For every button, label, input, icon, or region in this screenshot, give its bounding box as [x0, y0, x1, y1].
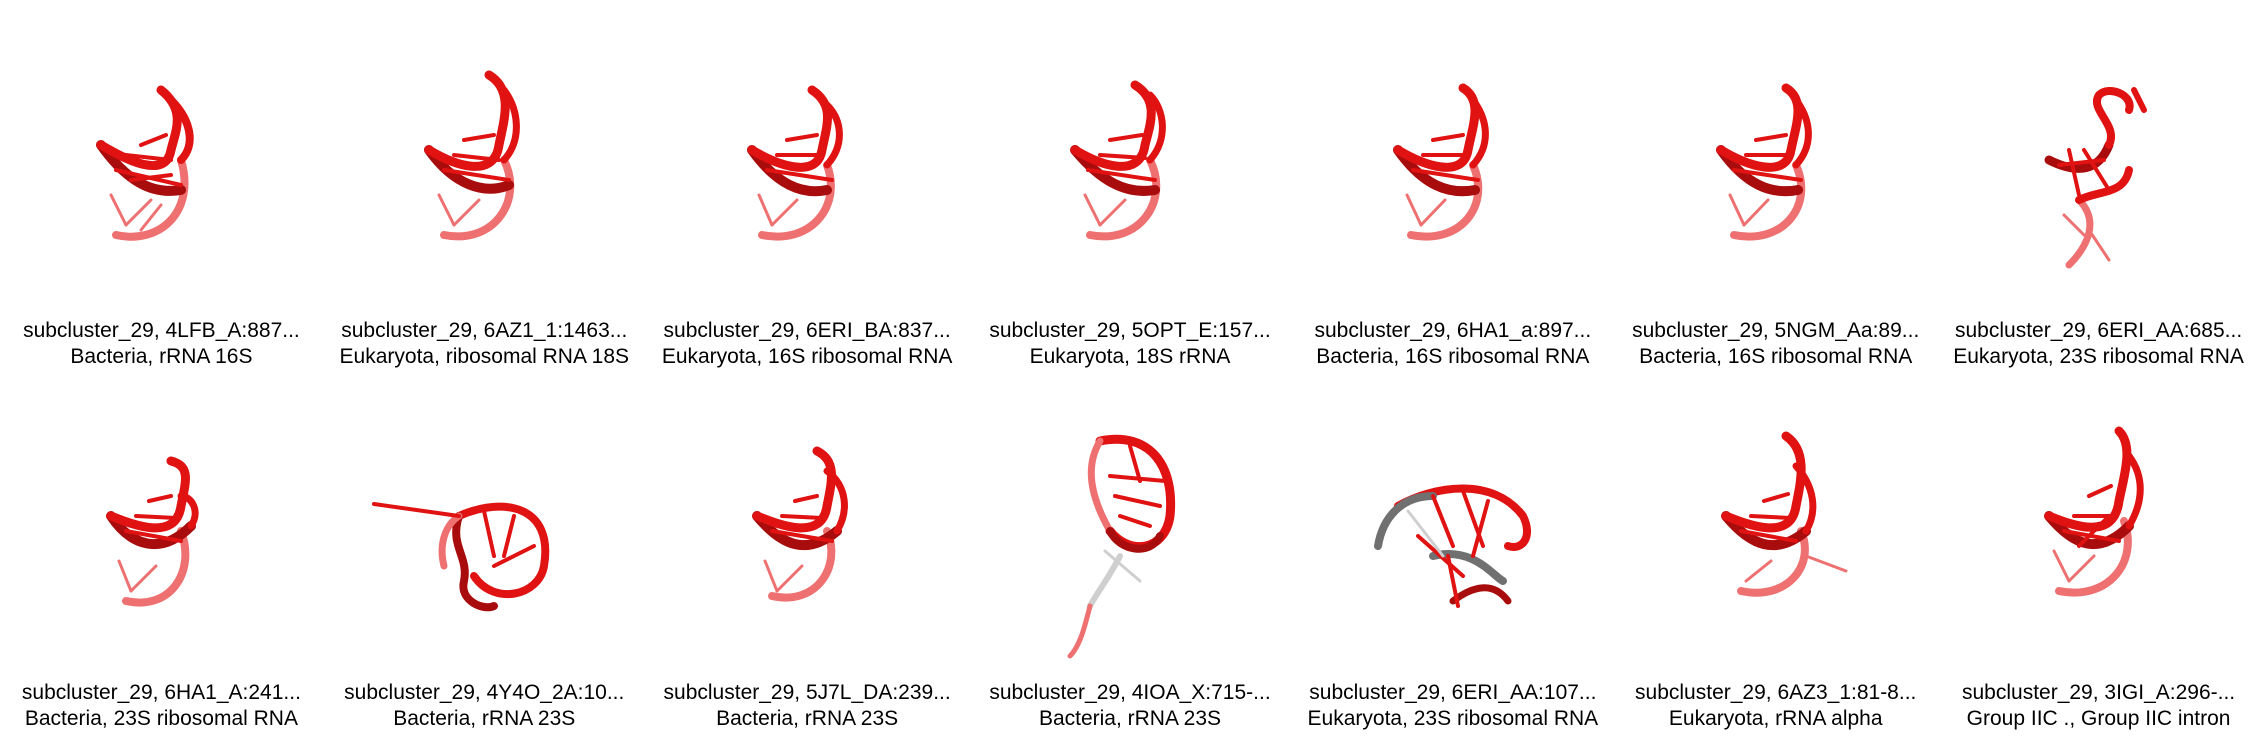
tile-id: subcluster_29, 6HA1_a:897...: [1314, 319, 1592, 342]
tile-id: subcluster_29, 6HA1_A:241...: [21, 681, 301, 704]
rna-structure-icon: [1392, 83, 1489, 241]
tile-description: Eukaryota, 23S ribosomal RNA: [1307, 707, 1599, 730]
rna-structure-icon: [106, 456, 199, 607]
tile-id: subcluster_29, 5OPT_E:157...: [989, 319, 1271, 342]
tile-description: Eukaryota, 16S ribosomal RNA: [661, 345, 953, 368]
tile-caption: subcluster_29, 6AZ1_1:1463... Eukaryota,…: [323, 318, 646, 370]
rna-structure-icon: [1067, 434, 1176, 659]
gallery-tile[interactable]: subcluster_29, 5NGM_Aa:89... Bacteria, 1…: [1614, 0, 1937, 368]
gallery-tile[interactable]: subcluster_29, 6AZ3_1:81-8... Eukaryota,…: [1614, 360, 1937, 740]
gallery-tile[interactable]: subcluster_29, 3IGI_A:296-... Group IIC …: [1937, 360, 2260, 740]
rna-structure-icon: [747, 85, 843, 241]
rna-structure-icon: [1373, 484, 1531, 608]
tile-id: subcluster_29, 6AZ3_1:81-8...: [1635, 681, 1917, 704]
tile-description: Eukaryota, 23S ribosomal RNA: [1953, 345, 2244, 368]
tile-caption: subcluster_29, 6HA1_a:897... Bacteria, 1…: [1291, 318, 1614, 370]
tile-description: Bacteria, rRNA 23S: [393, 707, 576, 730]
rna-structure-icon: [1720, 431, 1848, 597]
gallery-tile[interactable]: subcluster_29, 6ERI_AA:107... Eukaryota,…: [1291, 360, 1614, 740]
gallery-tile[interactable]: subcluster_29, 4Y4O_2A:10... Bacteria, r…: [323, 360, 646, 740]
rna-structure-icon: [1715, 83, 1812, 241]
tile-caption: subcluster_29, 3IGI_A:296-... Group IIC …: [1937, 680, 2260, 732]
gallery-tile[interactable]: subcluster_29, 6HA1_a:897... Bacteria, 1…: [1291, 0, 1614, 368]
gallery-tile[interactable]: subcluster_29, 6AZ1_1:1463... Eukaryota,…: [323, 0, 646, 368]
rna-structure-icon: [372, 502, 550, 612]
rna-structure-icon: [2043, 426, 2144, 597]
tile-caption: subcluster_29, 5NGM_Aa:89... Bacteria, 1…: [1614, 318, 1937, 370]
tile-caption: subcluster_29, 5OPT_E:157... Eukaryota, …: [969, 318, 1292, 370]
gallery-tile[interactable]: subcluster_29, 6ERI_AA:685... Eukaryota,…: [1937, 0, 2260, 368]
tile-description: Bacteria, rRNA 16S: [70, 345, 253, 368]
gallery-tile[interactable]: subcluster_29, 6HA1_A:241... Bacteria, 2…: [0, 360, 323, 740]
tile-id: subcluster_29, 5NGM_Aa:89...: [1632, 319, 1920, 342]
tile-id: subcluster_29, 6ERI_AA:685...: [1954, 319, 2243, 342]
tile-id: subcluster_29, 5J7L_DA:239...: [663, 681, 951, 704]
tile-caption: subcluster_29, 4LFB_A:887... Bacteria, r…: [0, 318, 323, 370]
tile-id: subcluster_29, 4LFB_A:887...: [23, 319, 300, 342]
tile-description: Eukaryota, ribosomal RNA 18S: [339, 345, 629, 368]
tile-id: subcluster_29, 6ERI_AA:107...: [1309, 681, 1597, 704]
tile-description: Bacteria, rRNA 23S: [1038, 707, 1222, 730]
tile-description: Bacteria, rRNA 23S: [716, 707, 899, 730]
gallery-tile[interactable]: subcluster_29, 4LFB_A:887... Bacteria, r…: [0, 0, 323, 368]
tile-caption: subcluster_29, 6ERI_BA:837... Eukaryota,…: [646, 318, 969, 370]
tile-caption: subcluster_29, 6ERI_AA:685... Eukaryota,…: [1937, 318, 2260, 370]
tile-id: subcluster_29, 6AZ1_1:1463...: [341, 319, 628, 342]
tile-description: Eukaryota, rRNA alpha: [1668, 707, 1883, 730]
tile-description: Eukaryota, 18S rRNA: [1029, 345, 1231, 368]
gallery-tile[interactable]: subcluster_29, 5OPT_E:157... Eukaryota, …: [969, 0, 1292, 368]
tile-caption: subcluster_29, 4IOA_X:715-... Bacteria, …: [969, 680, 1292, 732]
tile-description: Group IIC ., Group IIC intron: [1966, 707, 2231, 730]
tile-caption: subcluster_29, 4Y4O_2A:10... Bacteria, r…: [323, 680, 646, 732]
rna-structure-icon: [424, 70, 521, 241]
gallery-tile[interactable]: subcluster_29, 5J7L_DA:239... Bacteria, …: [646, 360, 969, 740]
tile-caption: subcluster_29, 6ERI_AA:107... Eukaryota,…: [1291, 680, 1614, 732]
tile-caption: subcluster_29, 6AZ3_1:81-8... Eukaryota,…: [1614, 680, 1937, 732]
tile-description: Bacteria, 16S ribosomal RNA: [1316, 345, 1590, 368]
gallery-tile[interactable]: subcluster_29, 4IOA_X:715-... Bacteria, …: [969, 360, 1292, 740]
tile-caption: subcluster_29, 5J7L_DA:239... Bacteria, …: [646, 680, 969, 732]
rna-structure-icon: [2044, 87, 2147, 269]
rna-structure-icon: [1069, 80, 1166, 241]
tile-description: Bacteria, 23S ribosomal RNA: [24, 707, 298, 730]
rna-structure-icon: [752, 446, 848, 602]
tile-id: subcluster_29, 4IOA_X:715-...: [989, 681, 1271, 704]
tile-id: subcluster_29, 6ERI_BA:837...: [663, 319, 951, 342]
tile-id: subcluster_29, 3IGI_A:296-...: [1961, 681, 2236, 704]
tile-description: Bacteria, 16S ribosomal RNA: [1639, 345, 1913, 368]
gallery-tile[interactable]: subcluster_29, 6ERI_BA:837... Eukaryota,…: [646, 0, 969, 368]
tile-id: subcluster_29, 4Y4O_2A:10...: [344, 681, 625, 704]
rna-structure-icon: [96, 85, 195, 241]
tile-caption: subcluster_29, 6HA1_A:241... Bacteria, 2…: [0, 680, 323, 732]
